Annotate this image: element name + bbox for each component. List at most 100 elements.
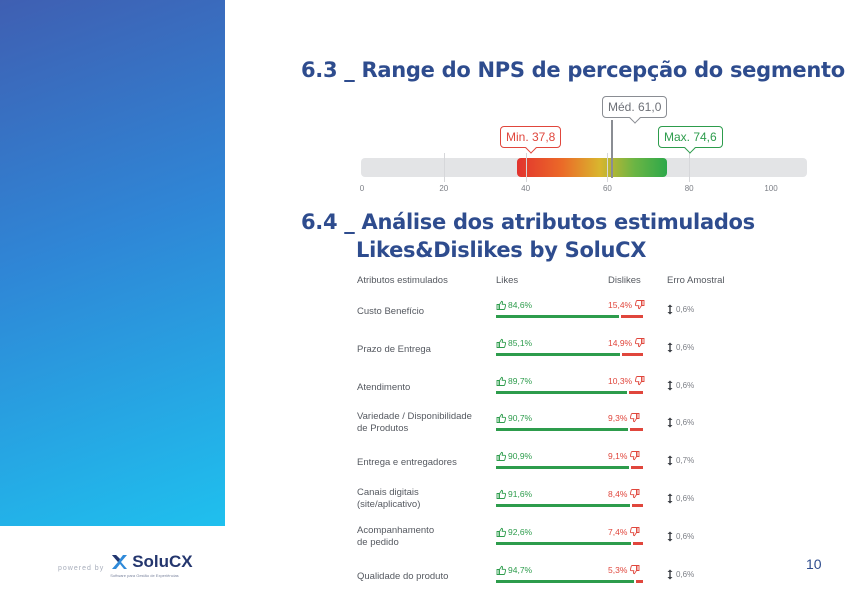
up-down-arrow-icon <box>667 455 673 466</box>
max-label: Max. 74,6 <box>664 130 717 144</box>
dislikes-percent: 9,3% <box>608 413 628 424</box>
dislikes-percent: 9,1% <box>608 451 628 462</box>
brand-tagline: Software para Gestão de Experiências <box>110 573 179 578</box>
dislikes-value: 8,4% <box>608 489 640 499</box>
error-value: 0,7% <box>667 455 694 466</box>
likes-value: 90,7% <box>496 413 532 423</box>
row-label: Acompanhamento de pedido <box>357 524 435 548</box>
thumbs-down-icon <box>630 526 640 537</box>
thumbs-up-icon <box>496 527 506 537</box>
axis-tick <box>525 153 527 182</box>
error-value: 0,6% <box>667 380 694 391</box>
axis-tick <box>443 153 445 182</box>
up-down-arrow-icon <box>667 380 673 391</box>
dislikes-bar <box>621 315 643 318</box>
error-value: 0,6% <box>667 304 694 315</box>
likes-bar <box>496 504 630 507</box>
thumbs-down-icon <box>630 413 640 423</box>
axis-tick-label: 80 <box>684 184 694 193</box>
up-down-arrow-icon <box>667 531 673 542</box>
likes-value: 92,6% <box>496 527 532 537</box>
axis-tick-label: 40 <box>521 184 531 193</box>
likes-bar <box>496 390 627 394</box>
header-dislikes: Dislikes <box>608 275 641 286</box>
dislikes-percent: 8,4% <box>608 489 628 499</box>
median-label: Méd. 61,0 <box>608 100 662 114</box>
likes-value: 85,1% <box>496 338 532 348</box>
section-title-nps-range: 6.3 _ Range do NPS de percepção do segme… <box>301 58 845 82</box>
median-line <box>611 120 613 178</box>
dislikes-percent: 10,3% <box>608 375 633 386</box>
dislikes-bar <box>628 390 643 394</box>
dislikes-bar <box>630 466 643 470</box>
axis-tick <box>689 153 691 182</box>
likes-value: 84,6% <box>496 300 532 310</box>
error-value: 0,6% <box>667 493 694 504</box>
decorative-gradient-panel <box>0 0 225 526</box>
likes-bar <box>496 315 620 318</box>
section-subtitle-attributes: Likes&Dislikes by SoluCX <box>356 238 647 262</box>
thumbs-down-icon <box>630 564 640 575</box>
up-down-arrow-icon <box>667 304 673 315</box>
dislikes-percent: 14,9% <box>608 337 633 348</box>
likes-percent: 89,7% <box>508 375 533 386</box>
likes-bar <box>496 579 635 583</box>
dislikes-bar <box>636 579 643 583</box>
dislikes-value: 9,1% <box>608 451 640 461</box>
page-number: 10 <box>806 556 822 572</box>
error-percent: 0,6% <box>676 531 695 541</box>
row-label: Prazo de Entrega <box>357 343 431 355</box>
thumbs-up-icon <box>496 565 506 575</box>
up-down-arrow-icon <box>667 417 673 428</box>
min-label: Min. 37,8 <box>506 130 556 144</box>
dislikes-bar <box>622 352 643 356</box>
row-label: Variedade / Disponibilidade de Produtos <box>357 411 472 435</box>
axis-tick-label: 100 <box>764 184 778 193</box>
dislikes-value: 7,4% <box>608 527 640 537</box>
thumbs-down-icon <box>630 451 640 461</box>
row-label: Atendimento <box>357 381 411 393</box>
axis-tick-label: 60 <box>602 184 612 193</box>
likes-bar <box>496 466 629 470</box>
likes-percent: 92,6% <box>508 526 533 537</box>
error-value: 0,6% <box>667 531 694 542</box>
thumbs-down-icon <box>635 300 645 310</box>
likes-bar <box>496 428 629 432</box>
thumbs-up-icon <box>496 338 506 348</box>
thumbs-down-icon <box>635 375 645 386</box>
axis-tick <box>607 153 609 182</box>
error-percent: 0,6% <box>676 418 695 428</box>
error-value: 0,6% <box>667 342 694 353</box>
brand-name: SoluCX <box>132 552 193 571</box>
error-percent: 0,6% <box>676 569 695 579</box>
error-percent: 0,6% <box>676 305 695 314</box>
likes-bar <box>496 541 632 545</box>
section-title-attributes: 6.4 _ Análise dos atributos estimulados <box>301 210 755 234</box>
up-down-arrow-icon <box>667 493 673 504</box>
dislikes-value: 5,3% <box>608 565 640 575</box>
error-value: 0,6% <box>667 417 694 428</box>
thumbs-up-icon <box>496 451 506 462</box>
dislikes-value: 9,3% <box>608 413 640 423</box>
likes-value: 89,7% <box>496 376 532 386</box>
max-callout: Max. 74,6 <box>658 126 723 154</box>
dislikes-value: 14,9% <box>608 338 645 348</box>
thumbs-up-icon <box>496 376 506 386</box>
row-label: Qualidade do produto <box>357 570 449 582</box>
dislikes-percent: 7,4% <box>608 526 628 537</box>
dislikes-bar <box>630 428 643 432</box>
likes-value: 90,9% <box>496 451 532 461</box>
error-value: 0,6% <box>667 569 694 580</box>
likes-percent: 90,7% <box>508 413 533 424</box>
likes-bar <box>496 352 621 356</box>
row-label: Entrega e entregadores <box>357 457 457 469</box>
likes-percent: 94,7% <box>508 564 533 575</box>
error-percent: 0,6% <box>676 494 695 503</box>
error-percent: 0,6% <box>676 380 695 390</box>
likes-value: 91,6% <box>496 489 532 499</box>
thumbs-down-icon <box>635 337 645 348</box>
row-label: Canais digitais (site/aplicativo) <box>357 487 421 510</box>
min-callout: Min. 37,8 <box>500 126 562 154</box>
likes-percent: 90,9% <box>508 451 533 462</box>
dislikes-bar <box>631 504 643 507</box>
